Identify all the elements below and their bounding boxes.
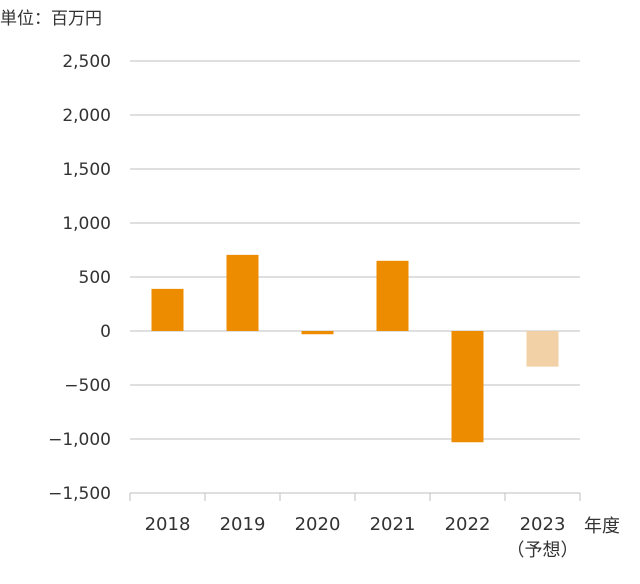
x-axis-title: 年度 (584, 516, 620, 537)
x-tick-label: 2023 (520, 514, 566, 535)
bar-2023 (526, 331, 559, 367)
y-tick-label: 1,500 (62, 160, 111, 180)
x-tick-label: 2022 (445, 514, 491, 535)
y-tick-label: 500 (79, 268, 111, 288)
y-tick-label: −1,500 (48, 484, 111, 504)
bar-2018 (151, 288, 184, 331)
y-tick-label: 2,000 (62, 106, 111, 126)
y-tick-label: −1,000 (48, 430, 111, 450)
y-tick-label: 1,000 (62, 214, 111, 234)
bar-2019 (226, 254, 259, 331)
x-tick-label: 2020 (295, 514, 341, 535)
y-tick-label: 2,500 (62, 52, 111, 72)
x-tick-label: 2018 (145, 514, 191, 535)
x-tick-label: 2019 (220, 514, 266, 535)
y-tick-label: 0 (100, 322, 111, 342)
unit-label: 単位：百万円 (0, 9, 102, 29)
y-tick-label: −500 (64, 376, 111, 396)
bar-2021 (376, 260, 409, 331)
x-tick-sublabel: （予想） (507, 540, 579, 561)
x-tick-label: 2021 (370, 514, 416, 535)
bar-2022 (451, 331, 484, 443)
bar-2020 (301, 331, 334, 335)
